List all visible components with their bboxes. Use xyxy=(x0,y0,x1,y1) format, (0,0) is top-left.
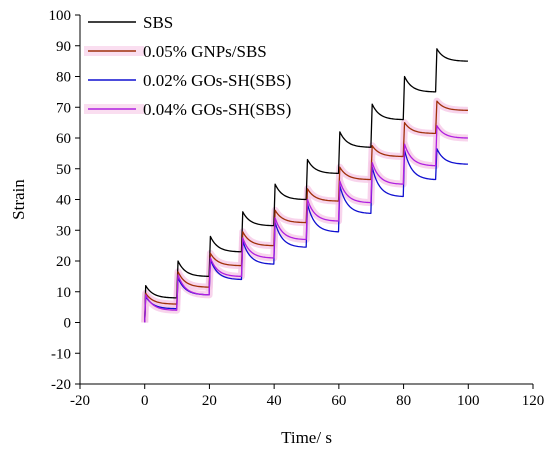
y-ticks: -20 -10 0 10 20 30 40 50 60 70 80 90 100 xyxy=(49,8,80,393)
y-tick-label: 0 xyxy=(64,316,72,332)
series-line xyxy=(144,125,468,323)
series-lines xyxy=(144,48,468,323)
y-tick-label: 50 xyxy=(56,162,71,178)
series-line xyxy=(144,48,468,323)
y-tick-label: 10 xyxy=(56,285,71,301)
x-tick-label: 100 xyxy=(457,393,480,409)
y-tick-label: 70 xyxy=(56,100,71,116)
x-axis-label: Time/ s xyxy=(281,428,332,447)
y-tick-label: 80 xyxy=(56,70,71,86)
y-tick-label: 100 xyxy=(49,8,72,24)
x-tick-label: 40 xyxy=(267,393,282,409)
x-ticks: -20 0 20 40 60 80 100 120 xyxy=(70,384,544,409)
y-tick-label: 90 xyxy=(56,39,71,55)
x-tick-label: 20 xyxy=(202,393,217,409)
x-tick-label: 80 xyxy=(396,393,411,409)
x-tick-label: 60 xyxy=(331,393,346,409)
legend-label: SBS xyxy=(143,13,173,32)
y-tick-label: 60 xyxy=(56,131,71,147)
y-tick-label: 40 xyxy=(56,193,71,209)
y-tick-label: -10 xyxy=(51,346,71,362)
y-tick-label: 20 xyxy=(56,254,71,270)
legend-label: 0.02% GOs-SH(SBS) xyxy=(143,71,291,90)
y-tick-label: 30 xyxy=(56,223,71,239)
x-tick-label: 120 xyxy=(522,393,545,409)
legend: SBS 0.05% GNPs/SBS 0.02% GOs-SH(SBS) 0.04% … xyxy=(84,13,291,119)
legend-label: 0.04% GOs-SH(SBS) xyxy=(143,100,291,119)
y-tick-label: -20 xyxy=(51,377,71,393)
x-tick-label: 0 xyxy=(141,393,149,409)
legend-label: 0.05% GNPs/SBS xyxy=(143,42,267,61)
y-axis-label: Strain xyxy=(9,179,28,220)
x-tick-label: -20 xyxy=(70,393,90,409)
